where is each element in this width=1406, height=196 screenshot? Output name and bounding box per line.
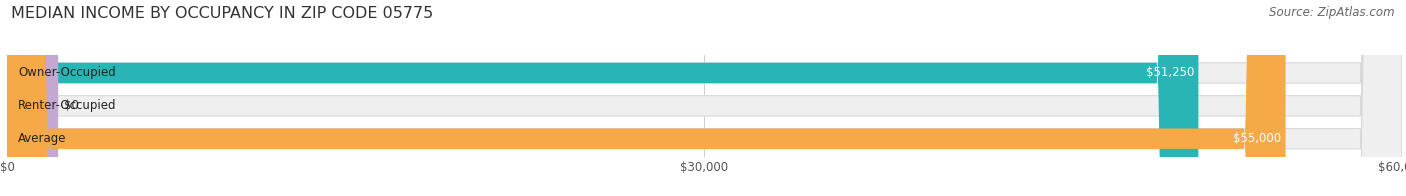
FancyBboxPatch shape xyxy=(7,0,1402,196)
FancyBboxPatch shape xyxy=(7,0,1285,196)
Text: $0: $0 xyxy=(63,99,79,112)
Text: $51,250: $51,250 xyxy=(1146,66,1194,79)
FancyBboxPatch shape xyxy=(7,0,1198,196)
Text: $55,000: $55,000 xyxy=(1233,132,1281,145)
FancyBboxPatch shape xyxy=(7,0,1402,196)
Text: Average: Average xyxy=(18,132,66,145)
Text: MEDIAN INCOME BY OCCUPANCY IN ZIP CODE 05775: MEDIAN INCOME BY OCCUPANCY IN ZIP CODE 0… xyxy=(11,6,433,21)
FancyBboxPatch shape xyxy=(7,0,58,196)
Text: Source: ZipAtlas.com: Source: ZipAtlas.com xyxy=(1270,6,1395,19)
Text: Renter-Occupied: Renter-Occupied xyxy=(18,99,117,112)
FancyBboxPatch shape xyxy=(7,0,1402,196)
Text: Owner-Occupied: Owner-Occupied xyxy=(18,66,115,79)
